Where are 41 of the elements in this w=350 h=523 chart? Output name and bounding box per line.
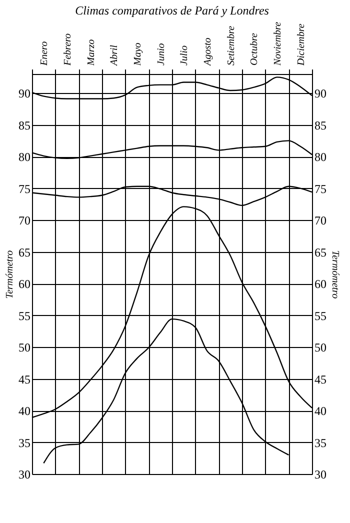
y-tick-label: 65 <box>18 245 30 260</box>
x-tick-label: Julio <box>179 46 190 66</box>
y2-tick-label: 50 <box>314 340 326 355</box>
y2-tick-label: 35 <box>314 436 326 450</box>
x-tick-label: Enero <box>39 41 50 66</box>
x-tick-label: Noviembre <box>272 21 284 66</box>
y2-tick-label: 90 <box>314 86 326 101</box>
chart-title: Climas comparativos de Pará y Londres <box>75 3 270 18</box>
y-tick-label: 50 <box>18 340 30 355</box>
y2-tick-label: 65 <box>314 245 326 260</box>
x-tick-label: Marzo <box>86 39 97 66</box>
y2-tick-label: 85 <box>314 118 326 132</box>
y-tick-label: 85 <box>18 118 30 132</box>
y-tick-label: 75 <box>18 182 30 196</box>
y-tick-label: 30 <box>18 468 30 482</box>
y-tick-label: 40 <box>18 404 30 418</box>
y2-tick-label: 60 <box>314 277 326 292</box>
x-tick-label: Agosto <box>202 38 214 66</box>
x-tick-label: Junio <box>156 43 167 66</box>
y2-tick-label: 70 <box>314 214 326 228</box>
y-tick-label: 90 <box>18 86 30 101</box>
y2-tick-label: 45 <box>314 372 326 386</box>
x-tick-label: Febrero <box>62 33 74 66</box>
y-axis-title: Termómetro <box>4 250 16 299</box>
y2-tick-label: 75 <box>314 182 326 196</box>
y-tick-label: 55 <box>18 308 30 323</box>
y2-tick-label: 55 <box>314 308 326 323</box>
y-tick-label: 80 <box>18 150 30 164</box>
x-tick-label: Setiembre <box>226 25 237 66</box>
y-tick-label: 60 <box>18 277 30 292</box>
y2-tick-label: 30 <box>314 468 326 482</box>
y-tick-label: 70 <box>18 214 30 228</box>
y2-tick-label: 80 <box>314 150 326 164</box>
x-tick-label: Diciembre <box>296 23 307 66</box>
y2-axis-title: Termómetro <box>330 250 340 299</box>
y-tick-label: 35 <box>18 436 30 450</box>
y-tick-label: 45 <box>18 372 30 386</box>
y2-tick-label: 40 <box>314 404 326 418</box>
x-tick-label: Abril <box>109 44 120 66</box>
x-tick-label: Mayo <box>132 42 144 66</box>
x-tick-label: Octubre <box>249 32 260 66</box>
